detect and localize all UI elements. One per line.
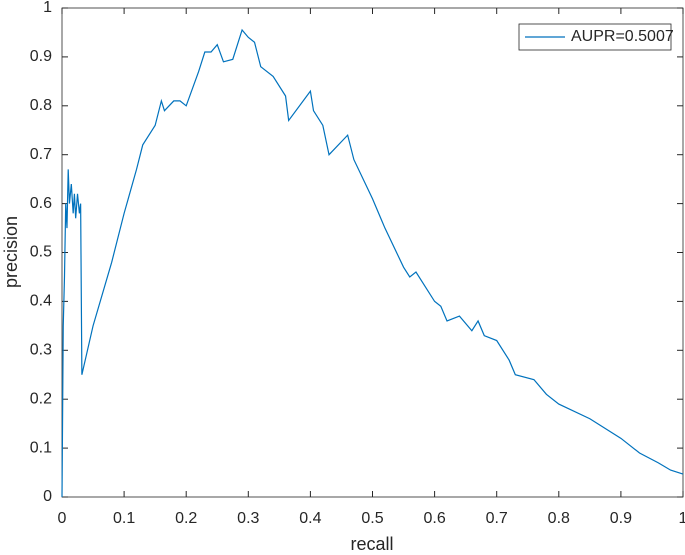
x-tick-label: 0.7 [486,510,508,527]
y-tick-label: 0.6 [30,195,52,212]
x-tick-label: 0.9 [610,510,632,527]
x-tick-label: 0.2 [175,510,197,527]
y-tick-label: 1 [43,0,52,16]
y-tick-label: 0.5 [30,244,52,261]
x-axis-label: recall [350,534,393,554]
legend-label: AUPR=0.5007 [571,28,674,45]
x-tick-label: 1 [679,510,685,527]
x-tick-label: 0.3 [237,510,259,527]
y-tick-label: 0.4 [30,293,52,310]
x-tick-label: 0.1 [113,510,135,527]
x-tick-label: 0 [58,510,67,527]
y-tick-label: 0.7 [30,146,52,163]
x-tick-label: 0.6 [423,510,445,527]
y-tick-label: 0.9 [30,48,52,65]
y-tick-label: 0.1 [30,439,52,456]
line [61,28,684,498]
y-tick-label: 0.8 [30,97,52,114]
x-tick-label: 0.5 [361,510,383,527]
y-tick-label: 0.2 [30,390,52,407]
y-tick-label: 0.3 [30,342,52,359]
x-tick-label: 0.8 [548,510,570,527]
plot-area [61,7,684,498]
y-tick-label: 0 [43,488,52,505]
x-tick-label: 0.4 [299,510,321,527]
y-axis-label: precision [1,216,21,288]
